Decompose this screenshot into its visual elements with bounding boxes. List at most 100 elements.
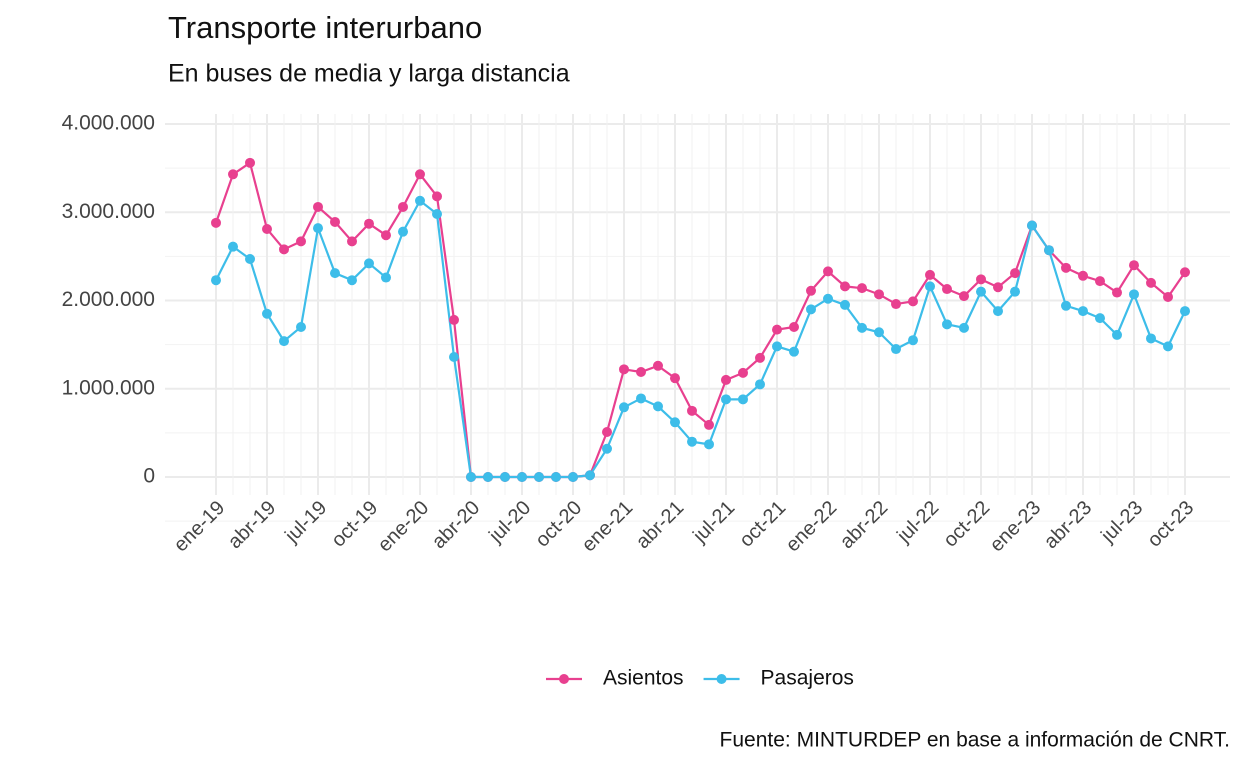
data-point <box>211 217 221 228</box>
data-point <box>1146 277 1156 288</box>
x-tick-label: oct-22 <box>939 497 994 552</box>
data-point <box>840 299 850 310</box>
data-point <box>279 244 289 255</box>
legend-label: Pasajeros <box>761 667 854 690</box>
data-point <box>942 319 952 330</box>
data-point <box>789 346 799 357</box>
grid <box>165 114 1230 522</box>
data-point <box>296 321 306 332</box>
data-point <box>976 286 986 297</box>
data-point <box>636 393 646 404</box>
data-point <box>500 472 510 482</box>
data-point <box>585 470 595 481</box>
data-point <box>1180 306 1190 317</box>
data-point <box>976 274 986 285</box>
data-point <box>806 304 816 315</box>
data-point <box>942 284 952 295</box>
data-point <box>670 373 680 384</box>
data-point <box>704 439 714 450</box>
data-point <box>636 366 646 377</box>
x-tick-label: abr-19 <box>224 497 280 553</box>
data-point <box>432 209 442 220</box>
series-line <box>214 161 1186 479</box>
x-tick-label: abr-22 <box>836 497 892 553</box>
data-point <box>772 324 782 335</box>
data-point <box>1112 287 1122 298</box>
data-point <box>211 275 221 286</box>
x-tick-label: jul-22 <box>892 497 943 548</box>
data-point <box>568 472 578 482</box>
y-tick-label: 3.000.000 <box>62 200 155 223</box>
data-point <box>245 254 255 265</box>
data-point <box>619 402 629 413</box>
data-point <box>1095 313 1105 324</box>
caption: Fuente: MINTURDEP en base a información … <box>720 729 1230 752</box>
data-point <box>1061 300 1071 311</box>
data-point <box>551 472 561 482</box>
data-point <box>381 230 391 241</box>
x-tick-label: abr-20 <box>428 497 484 553</box>
data-point <box>993 306 1003 317</box>
legend-swatch-dot <box>716 674 727 684</box>
data-point <box>789 321 799 332</box>
x-tick-label: oct-23 <box>1143 497 1198 552</box>
data-point <box>398 201 408 212</box>
data-point <box>483 472 493 482</box>
data-point <box>262 224 272 235</box>
y-tick-label: 4.000.000 <box>62 112 155 135</box>
data-point <box>228 241 238 252</box>
data-point <box>313 223 323 234</box>
data-point <box>959 291 969 302</box>
data-point <box>993 282 1003 293</box>
data-point <box>874 327 884 338</box>
data-point <box>1163 291 1173 302</box>
data-point <box>925 269 935 280</box>
data-point <box>347 275 357 286</box>
data-point <box>823 293 833 304</box>
y-tick-label: 1.000.000 <box>62 376 155 399</box>
data-point <box>381 272 391 283</box>
data-point <box>449 351 459 362</box>
data-point <box>925 281 935 292</box>
data-point <box>755 379 765 390</box>
data-point <box>449 314 459 325</box>
data-point <box>330 216 340 227</box>
data-point <box>772 341 782 352</box>
data-point <box>1010 268 1020 279</box>
x-tick-label: ene-23 <box>986 497 1046 557</box>
data-point <box>891 299 901 310</box>
data-point <box>1027 220 1037 231</box>
data-point <box>262 308 272 319</box>
x-tick-label: ene-19 <box>170 497 230 557</box>
legend-label: Asientos <box>603 667 684 690</box>
data-point <box>806 285 816 296</box>
data-point <box>619 364 629 375</box>
data-point <box>296 236 306 247</box>
legend-item: Asientos <box>546 667 684 690</box>
chart-subtitle: En buses de media y larga distancia <box>168 60 570 88</box>
data-point <box>517 472 527 482</box>
data-point <box>738 367 748 378</box>
x-tick-label: abr-21 <box>632 497 688 553</box>
x-tick-label: jul-21 <box>688 497 739 548</box>
data-point <box>1078 306 1088 317</box>
data-point <box>228 169 238 180</box>
data-point <box>1010 286 1020 297</box>
x-tick-label: oct-19 <box>327 497 382 552</box>
legend-item: Pasajeros <box>703 667 854 690</box>
x-tick-label: abr-23 <box>1040 497 1096 553</box>
x-tick-label: jul-20 <box>484 497 535 548</box>
x-tick-label: oct-21 <box>735 497 790 552</box>
data-point <box>432 191 442 202</box>
x-tick-label: ene-22 <box>782 497 842 557</box>
data-point <box>330 268 340 279</box>
data-point <box>364 258 374 269</box>
data-point <box>670 417 680 428</box>
data-point <box>398 226 408 237</box>
data-point <box>687 405 697 416</box>
chart-title: Transporte interurbano <box>168 10 482 45</box>
data-point <box>347 236 357 247</box>
series-line <box>215 199 1186 479</box>
data-point <box>1078 270 1088 281</box>
